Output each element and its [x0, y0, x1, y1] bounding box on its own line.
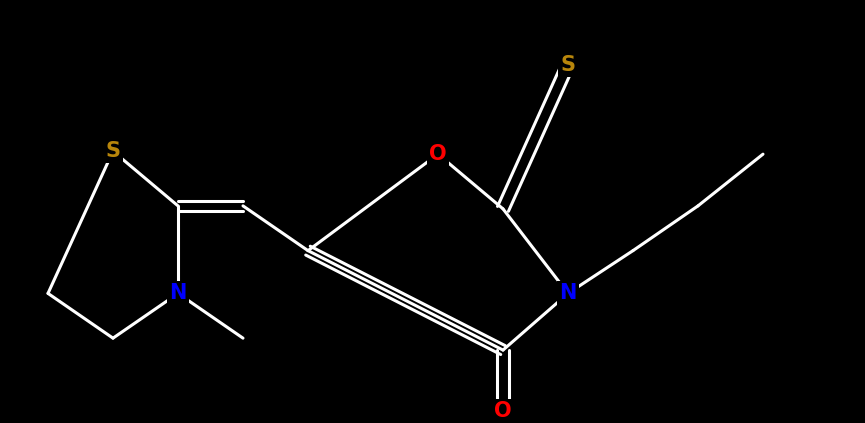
Text: N: N: [560, 283, 577, 303]
Text: O: O: [429, 144, 447, 164]
Text: N: N: [170, 283, 187, 303]
Text: S: S: [106, 141, 120, 161]
Text: O: O: [494, 401, 512, 421]
Text: S: S: [561, 55, 575, 74]
